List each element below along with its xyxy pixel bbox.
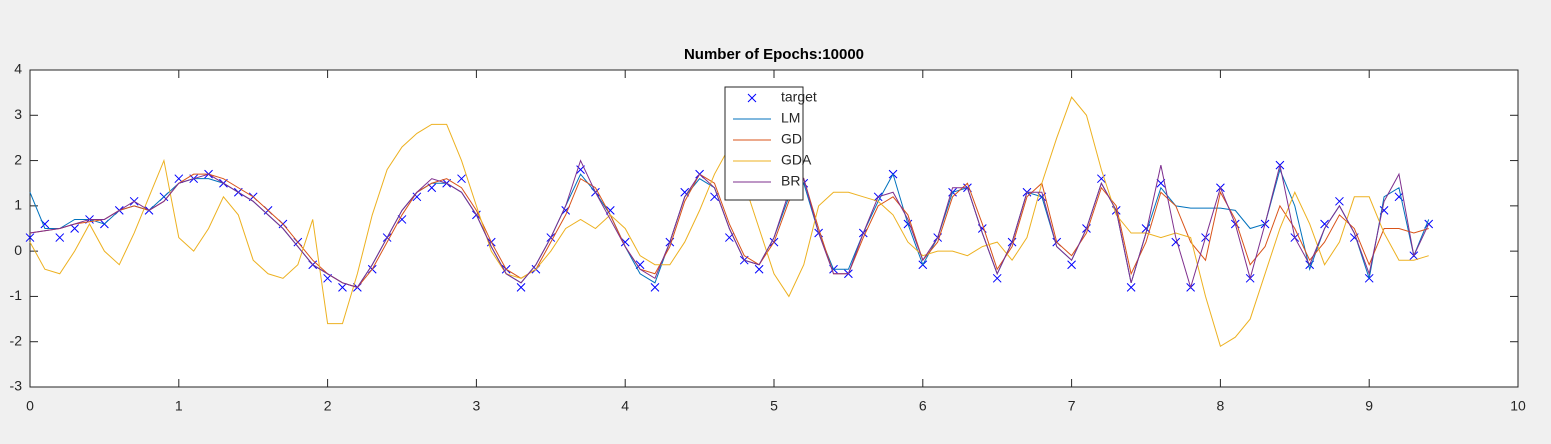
y-tick-label: 1 (14, 197, 22, 213)
marker (680, 187, 690, 197)
legend-label: target (781, 89, 817, 105)
x-tick-label: 10 (1510, 398, 1526, 414)
legend-marker (747, 93, 757, 103)
legend-box (724, 86, 804, 201)
y-tick-label: -3 (10, 378, 23, 394)
marker (457, 174, 466, 184)
marker (605, 206, 615, 215)
x-tick-label: 4 (621, 398, 629, 414)
y-tick-label: -2 (10, 332, 23, 348)
marker (1320, 219, 1329, 229)
legend-label: LM (781, 110, 800, 126)
y-tick-label: 0 (14, 242, 22, 258)
legend-label: BR (781, 173, 800, 189)
legend-label: GD (781, 131, 802, 147)
marker (635, 260, 645, 270)
y-tick-label: -1 (10, 287, 23, 303)
marker (1097, 174, 1106, 184)
x-tick-label: 9 (1365, 398, 1373, 414)
x-tick-label: 0 (26, 398, 34, 414)
x-tick-label: 8 (1217, 398, 1225, 414)
marker (1067, 260, 1076, 270)
x-tick-label: 5 (770, 398, 778, 414)
marker (1335, 196, 1344, 206)
marker (338, 283, 347, 292)
marker (620, 237, 630, 247)
marker (1126, 283, 1136, 292)
marker (650, 283, 660, 292)
x-tick-label: 3 (473, 398, 481, 414)
marker (412, 192, 422, 202)
x-tick-label: 2 (324, 398, 332, 414)
marker (754, 264, 764, 274)
x-tick-label: 6 (919, 398, 927, 414)
legend-label: GDA (781, 152, 812, 168)
marker (25, 233, 35, 242)
x-tick-label: 1 (175, 398, 183, 414)
x-tick-label: 7 (1068, 398, 1076, 414)
chart-title: Number of Epochs:10000 (684, 46, 864, 63)
y-tick-label: 3 (14, 106, 22, 122)
marker (70, 224, 79, 233)
series-line (29, 159, 1430, 290)
series-line (29, 173, 1429, 288)
y-tick-label: 4 (14, 61, 22, 77)
y-tick-label: 2 (14, 151, 22, 167)
marker (516, 283, 526, 292)
marker (397, 215, 407, 224)
marker (992, 273, 1002, 283)
marker (55, 233, 65, 242)
